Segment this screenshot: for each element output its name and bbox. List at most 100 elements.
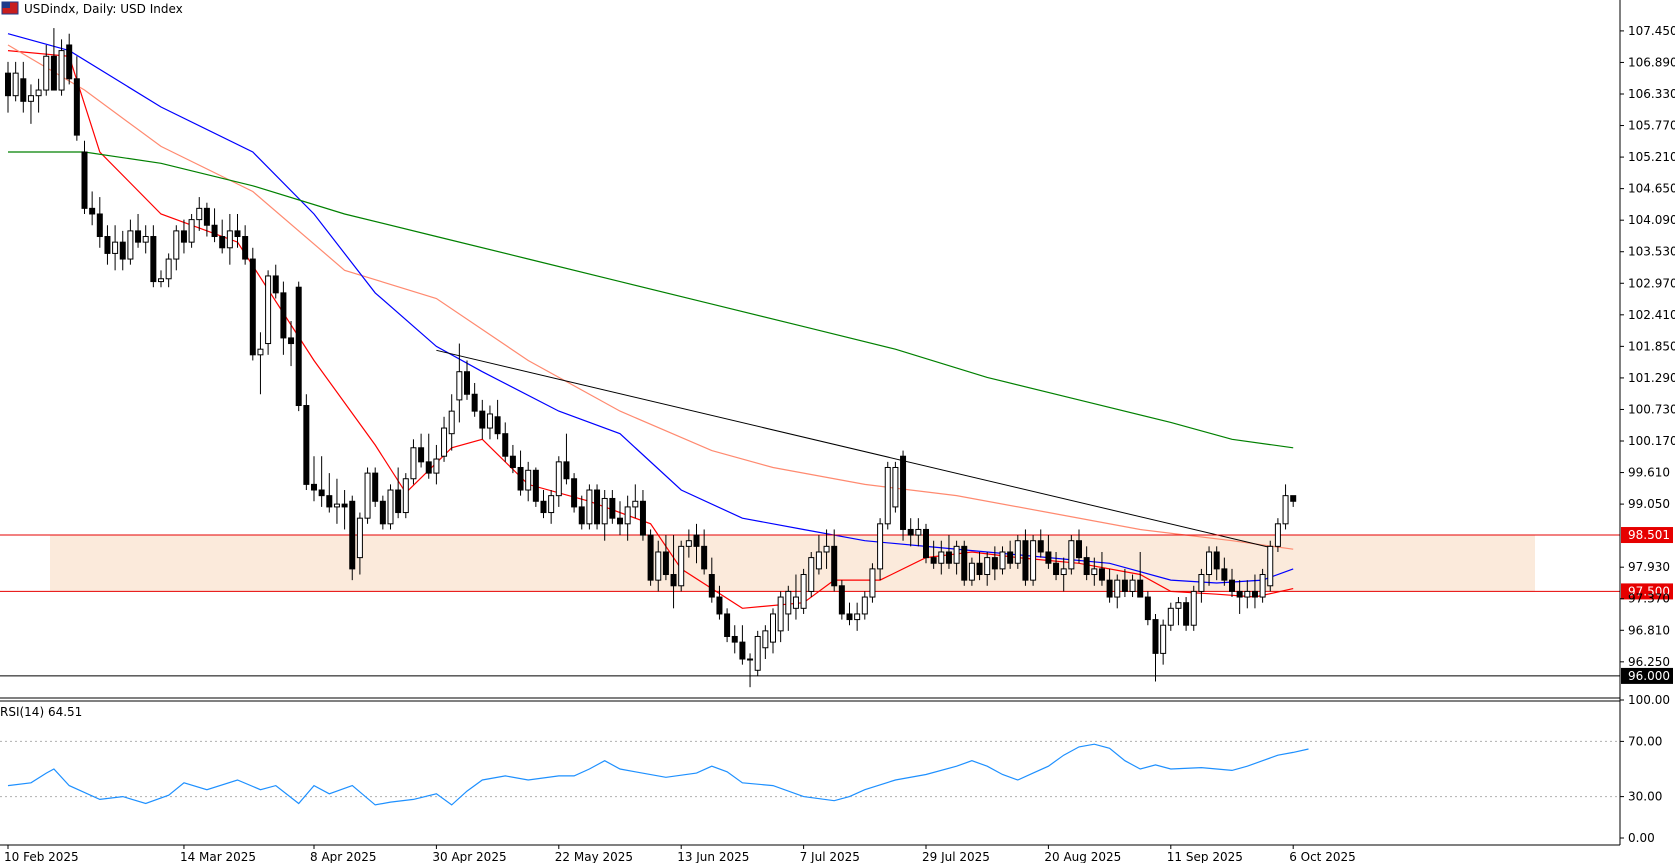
candle <box>540 490 547 519</box>
candle <box>387 484 394 530</box>
candle <box>464 360 470 400</box>
candlesticks <box>5 28 1297 688</box>
candle-body <box>464 371 470 395</box>
candle <box>601 490 608 541</box>
time-tick-label: 6 Oct 2025 <box>1289 850 1356 863</box>
candle-body <box>280 292 287 339</box>
candle-body <box>754 635 761 671</box>
candle-body <box>272 275 279 294</box>
candle-body <box>288 337 295 345</box>
candle-body <box>234 230 241 238</box>
candle-body <box>884 466 891 525</box>
candle <box>525 461 532 502</box>
price-tick-label: 103.530 <box>1628 245 1675 259</box>
candle-body <box>846 613 853 621</box>
candle <box>318 456 325 507</box>
candle-body <box>509 455 516 468</box>
candle <box>142 225 149 254</box>
chart-title: USDindx, Daily: USD Index <box>1 1 183 16</box>
candle <box>532 467 539 507</box>
candle <box>127 219 134 265</box>
candle <box>938 540 945 575</box>
candle <box>792 574 799 620</box>
candle-body <box>1290 495 1297 502</box>
price-tick-label: 107.450 <box>1628 24 1675 38</box>
rsi-panel: RSI(14) 64.51 <box>0 705 1620 806</box>
candle <box>295 281 302 412</box>
candle-body <box>693 534 700 547</box>
candle-body <box>119 241 126 260</box>
candle <box>861 591 868 620</box>
candle-body <box>135 230 142 243</box>
rsi-line <box>7 743 1309 806</box>
candle <box>884 461 891 530</box>
candle-body <box>770 613 776 643</box>
candle-body <box>624 506 631 525</box>
candle-body <box>968 562 975 581</box>
candle-body <box>226 230 233 249</box>
candle-body <box>831 545 838 587</box>
candle <box>96 197 103 248</box>
candle <box>441 416 448 462</box>
candle-body <box>762 630 769 649</box>
candle <box>1114 574 1121 609</box>
candle <box>555 456 562 507</box>
candle-body <box>1274 523 1281 547</box>
candle-body <box>379 500 386 525</box>
candle <box>265 270 272 355</box>
price-tick-label: 104.650 <box>1628 182 1675 196</box>
candle <box>762 625 769 660</box>
candle <box>1037 529 1044 558</box>
candle-body <box>66 44 73 80</box>
candle-body <box>1121 579 1128 592</box>
candle-body <box>1160 624 1167 654</box>
price-tick-label: 99.050 <box>1628 497 1670 511</box>
rsi-axis: 100.00 70.00 30.00 0.00 <box>1620 693 1670 845</box>
candle <box>1267 540 1274 592</box>
candle-body <box>1190 590 1197 626</box>
rsi-label: RSI(14) 64.51 <box>0 705 82 719</box>
candle <box>915 518 922 547</box>
price-tick-label: 96.250 <box>1628 655 1670 669</box>
candle <box>1274 518 1281 552</box>
candle-body <box>1137 579 1144 598</box>
candle-body <box>372 472 379 502</box>
candle-body <box>173 230 180 260</box>
candle-body <box>5 72 11 97</box>
candle <box>173 225 180 271</box>
candle-body <box>364 472 371 519</box>
candle <box>73 56 80 141</box>
candle <box>731 625 738 654</box>
candle <box>1106 568 1113 603</box>
candle <box>1007 540 1014 569</box>
candle <box>854 602 861 631</box>
candle-body <box>1030 540 1037 581</box>
price-tick-label: 97.930 <box>1628 560 1670 574</box>
candle <box>12 61 19 102</box>
candle-body <box>548 495 555 514</box>
candle-body <box>976 562 983 576</box>
candle <box>1206 546 1213 586</box>
candle-body <box>43 55 50 91</box>
candle <box>1290 495 1297 507</box>
candle <box>815 535 822 575</box>
candle-body <box>678 545 685 587</box>
candle-body <box>127 230 134 260</box>
price-tick-label: 105.770 <box>1628 119 1675 133</box>
candle <box>364 467 371 524</box>
candle <box>1083 546 1090 581</box>
candle-body <box>945 551 952 564</box>
level-tag-0 <box>1621 527 1673 544</box>
candle-body <box>158 278 164 283</box>
candle <box>900 450 907 541</box>
candle <box>1014 535 1021 569</box>
candle-body <box>20 78 27 102</box>
candle-body <box>295 286 302 407</box>
candle-body <box>1152 619 1159 654</box>
time-tick-label: 10 Feb 2025 <box>4 850 79 863</box>
candle <box>1251 574 1258 609</box>
candle <box>662 535 669 581</box>
candle <box>701 529 708 575</box>
candle-body <box>303 405 310 485</box>
rsi-tick-label: 100.00 <box>1628 693 1670 707</box>
